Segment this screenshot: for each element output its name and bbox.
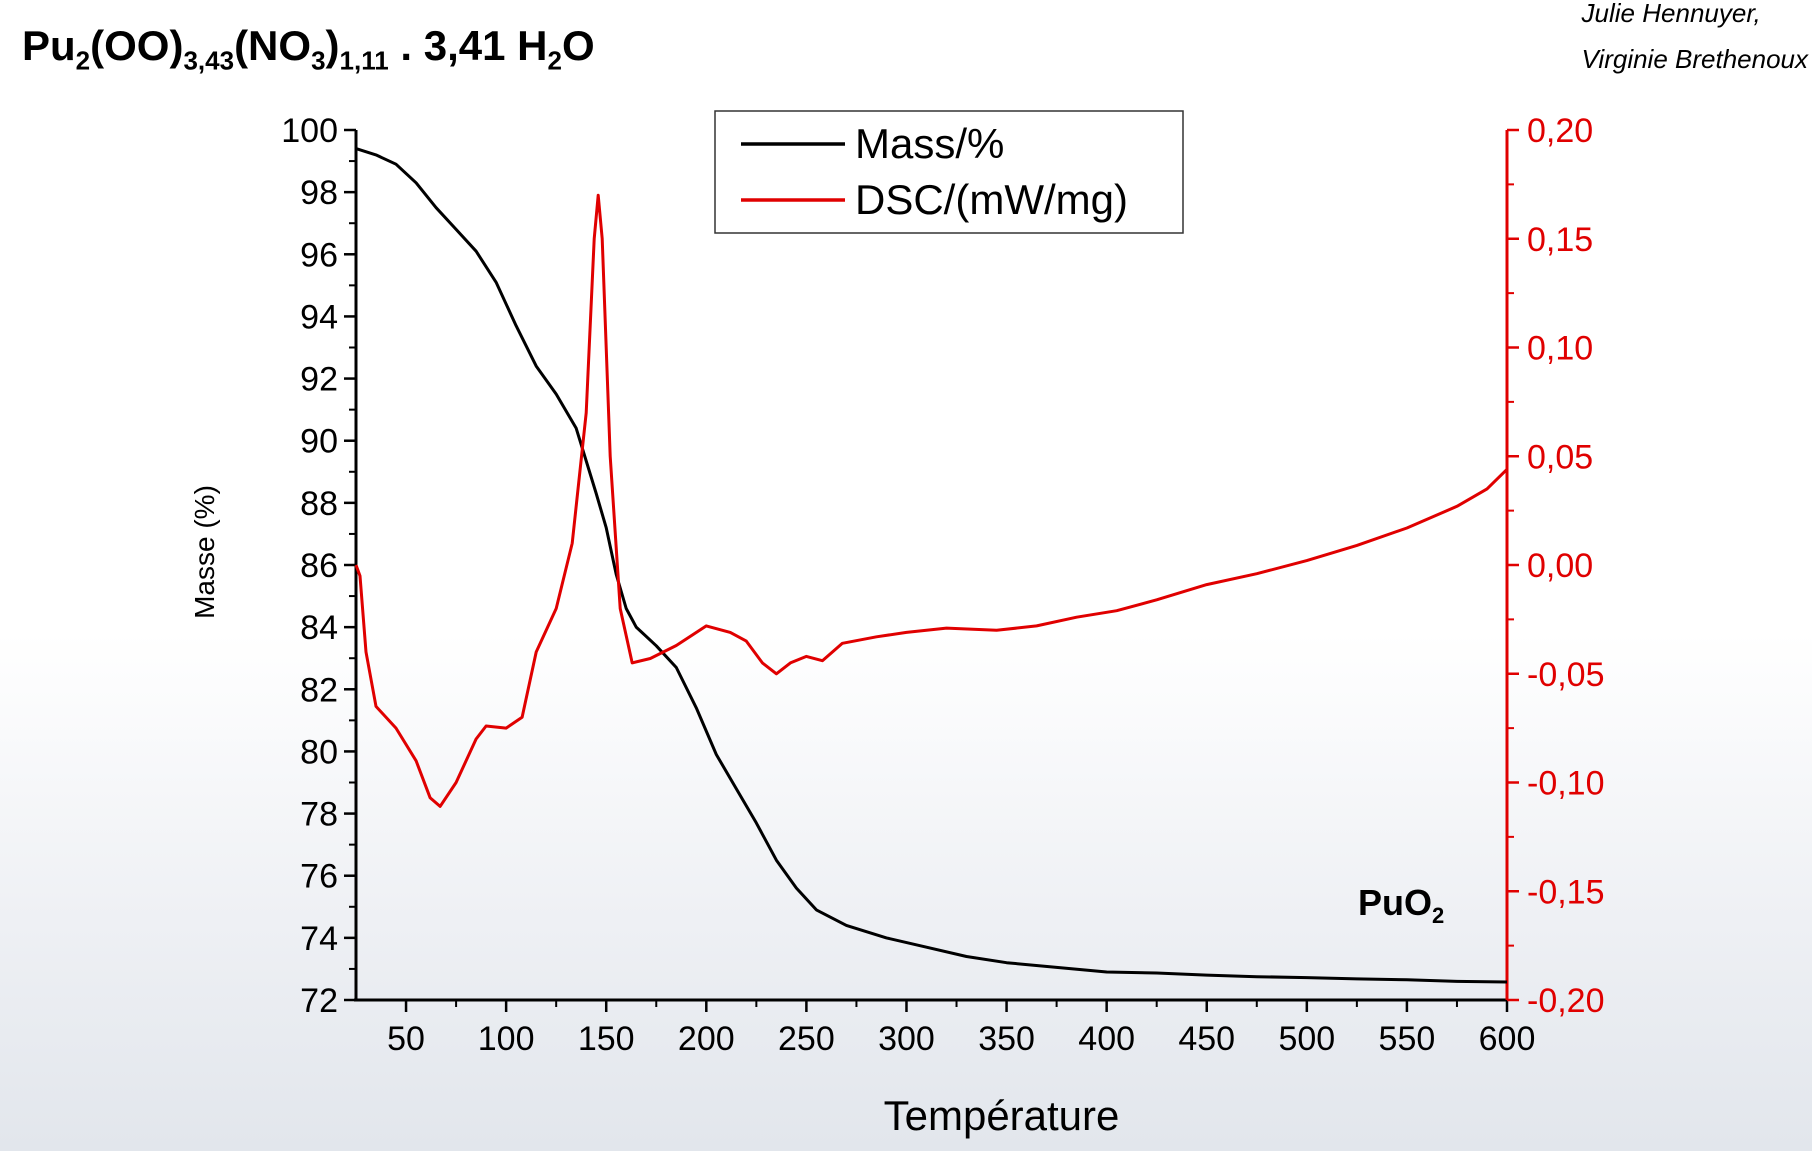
y-tick-label: 94 bbox=[300, 298, 338, 336]
x-tick-label: 550 bbox=[1379, 1020, 1436, 1058]
formula-text: O bbox=[561, 22, 595, 69]
formula-subscript: 2 bbox=[75, 45, 91, 76]
formula-text: (OO) bbox=[90, 22, 184, 69]
author-1: Julie Hennuyer, bbox=[1581, 0, 1761, 28]
formula-subscript: 1,11 bbox=[339, 45, 389, 76]
y-tick-label: 96 bbox=[300, 236, 338, 274]
x-tick-label: 450 bbox=[1178, 1020, 1235, 1058]
compound-formula: Pu2(OO)3,43(NO3)1,11 . 3,41 H2O bbox=[22, 22, 595, 76]
x-tick-label: 200 bbox=[678, 1020, 735, 1058]
formula-subscript: 3,43 bbox=[183, 45, 235, 76]
formula-text: ) bbox=[325, 22, 340, 69]
y-axis-label: Masse (%) bbox=[189, 485, 220, 619]
y-tick-label: 78 bbox=[300, 796, 338, 834]
x-tick-label: 600 bbox=[1479, 1020, 1536, 1058]
y-tick-label: 80 bbox=[300, 733, 338, 771]
y2-tick-label: 0,05 bbox=[1527, 438, 1593, 476]
y-tick-label: 86 bbox=[300, 547, 338, 585]
y-tick-label: 92 bbox=[300, 361, 338, 399]
dsc-series-line bbox=[354, 193, 1509, 808]
x-tick-label: 100 bbox=[478, 1020, 535, 1058]
y2-tick-label: 0,00 bbox=[1527, 547, 1593, 585]
y-tick-label: 98 bbox=[300, 174, 338, 212]
y2-tick-label: 0,20 bbox=[1527, 112, 1593, 150]
x-tick-label: 400 bbox=[1078, 1020, 1135, 1058]
formula-text: (NO bbox=[234, 22, 312, 69]
authors: Julie Hennuyer, Virginie Brethenoux bbox=[1582, 0, 1808, 82]
y-tick-label: 74 bbox=[300, 920, 338, 958]
formula-subscript: 3 bbox=[311, 45, 326, 76]
x-tick-label: 300 bbox=[878, 1020, 935, 1058]
legend-label: Mass/% bbox=[855, 120, 1004, 167]
formula-text: . 3,41 H bbox=[388, 22, 548, 69]
x-tick-label: 350 bbox=[978, 1020, 1035, 1058]
y2-tick-label: -0,10 bbox=[1527, 765, 1605, 803]
y2-tick-label: -0,20 bbox=[1527, 982, 1605, 1020]
y2-tick-label: -0,15 bbox=[1527, 873, 1605, 911]
y2-tick-label: 0,10 bbox=[1527, 330, 1593, 368]
formula-text: Pu bbox=[22, 22, 76, 69]
formula-subscript: 2 bbox=[547, 45, 562, 76]
x-axis-label: Température bbox=[884, 1092, 1120, 1139]
y-tick-label: 72 bbox=[300, 982, 338, 1020]
legend-label: DSC/(mW/mg) bbox=[855, 176, 1128, 223]
y-tick-label: 100 bbox=[281, 112, 338, 150]
x-tick-label: 150 bbox=[578, 1020, 635, 1058]
y2-tick-label: -0,05 bbox=[1527, 656, 1605, 694]
product-label: PuO2 bbox=[1358, 882, 1445, 929]
x-tick-label: 500 bbox=[1278, 1020, 1335, 1058]
mass-series-line bbox=[355, 147, 1508, 984]
x-tick-label: 50 bbox=[387, 1020, 425, 1058]
x-tick-label: 250 bbox=[778, 1020, 835, 1058]
y-tick-label: 90 bbox=[300, 423, 338, 461]
y-tick-label: 82 bbox=[300, 671, 338, 709]
y2-tick-label: 0,15 bbox=[1527, 221, 1593, 259]
author-2: Virginie Brethenoux bbox=[1581, 44, 1808, 74]
legend-box bbox=[714, 110, 1184, 234]
y-tick-label: 84 bbox=[300, 609, 338, 647]
y-tick-label: 88 bbox=[300, 485, 338, 523]
y-tick-label: 76 bbox=[300, 858, 338, 896]
